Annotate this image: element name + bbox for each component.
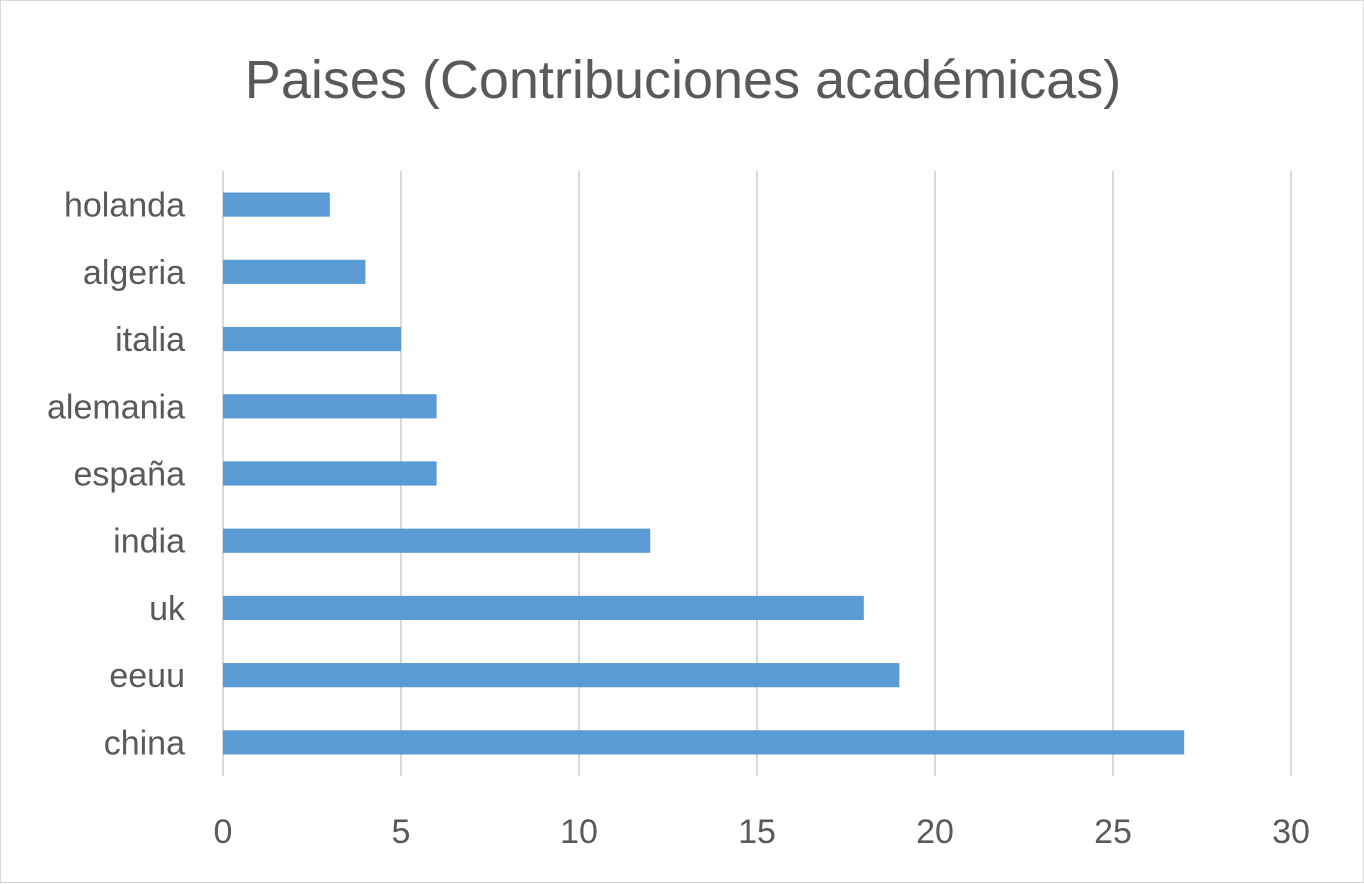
category-label-españa: españa: [73, 456, 185, 494]
category-label-algeria: algeria: [83, 254, 185, 292]
bar-algeria: [223, 259, 366, 284]
bar-holanda: [223, 192, 330, 217]
bar-españa: [223, 461, 437, 486]
x-tick-label-5: 5: [392, 813, 411, 851]
bar-china: [223, 730, 1185, 755]
category-label-china: china: [104, 724, 185, 762]
bar-alemania: [223, 394, 437, 419]
x-tick-label-15: 15: [738, 813, 776, 851]
x-tick-label-0: 0: [214, 813, 233, 851]
category-label-holanda: holanda: [64, 187, 185, 225]
category-label-italia: italia: [115, 321, 185, 359]
x-tick-label-25: 25: [1094, 813, 1132, 851]
category-label-india: india: [113, 523, 185, 561]
bars: [223, 192, 1185, 755]
bar-italia: [223, 326, 401, 352]
category-label-uk: uk: [149, 590, 186, 628]
x-tick-labels: 0 5 10 15 20 25 30: [214, 813, 1310, 851]
category-labels: holanda algeria italia alemania españa india u…: [47, 187, 186, 763]
chart-title: Paises (Contribuciones académicas): [245, 50, 1121, 110]
bar-uk: [223, 595, 864, 621]
gridlines: [222, 171, 1292, 776]
bar-eeuu: [223, 663, 900, 688]
x-tick-label-10: 10: [560, 813, 598, 851]
category-label-eeuu: eeuu: [109, 657, 185, 695]
x-tick-label-30: 30: [1272, 813, 1310, 851]
bar-india: [223, 528, 651, 553]
x-tick-label-20: 20: [916, 813, 954, 851]
category-label-alemania: alemania: [47, 388, 185, 426]
